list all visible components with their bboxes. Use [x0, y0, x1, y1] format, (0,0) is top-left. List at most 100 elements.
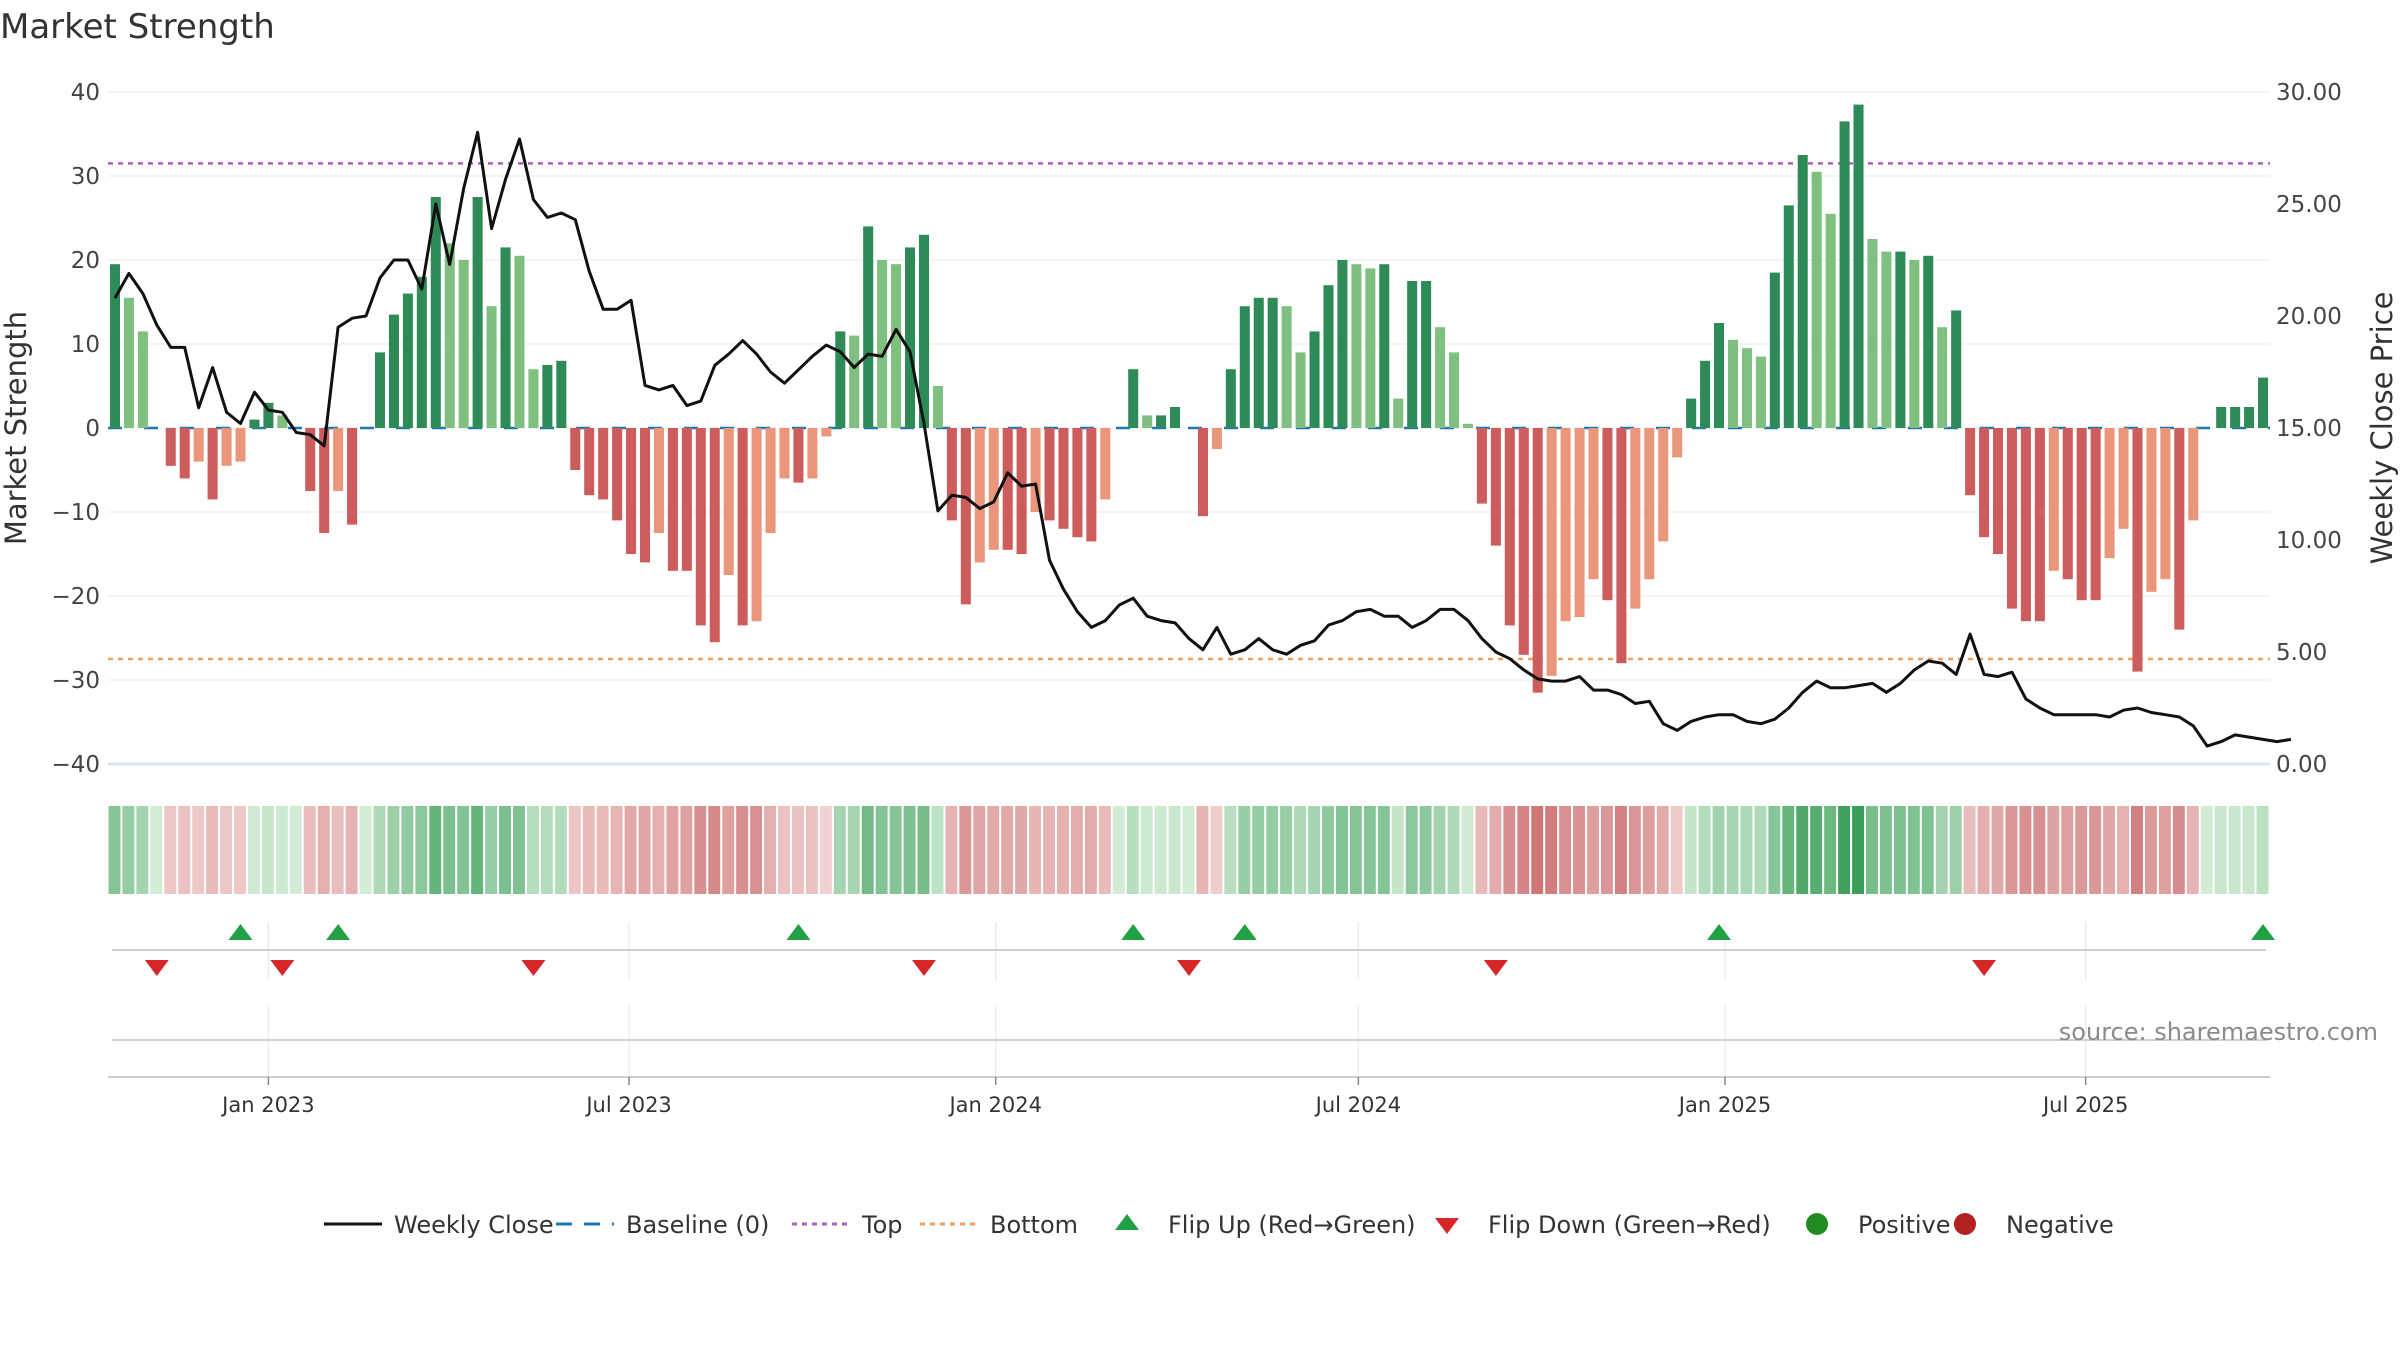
strength-bar: [1965, 428, 1976, 496]
strength-bar: [1574, 428, 1585, 617]
heat-cell: [2228, 806, 2241, 894]
strength-bar: [1086, 428, 1097, 542]
heat-cell: [387, 806, 400, 894]
heat-cell: [819, 806, 832, 894]
legend-item: Baseline (0): [556, 1211, 769, 1239]
strength-bar: [570, 428, 581, 470]
heat-cell: [861, 806, 874, 894]
strength-bar: [1476, 428, 1487, 504]
strength-bar: [2076, 428, 2087, 601]
strength-bar: [1672, 428, 1683, 458]
strength-bar: [1839, 121, 1850, 429]
strength-bar: [1030, 428, 1041, 512]
heat-cell: [1600, 806, 1613, 894]
heat-cell: [2061, 806, 2074, 894]
strength-bar: [1797, 155, 1808, 428]
strength-bar: [1783, 205, 1794, 428]
heat-cell: [1754, 806, 1767, 894]
strength-bar: [918, 234, 930, 428]
strength-bar: [1211, 428, 1222, 449]
y-left-tick-label: 40: [71, 80, 100, 106]
heat-cell: [931, 806, 944, 894]
strength-bar: [863, 226, 874, 428]
strength-bar: [1267, 297, 1278, 428]
heat-cell: [1322, 806, 1334, 894]
strength-bar: [1937, 327, 1948, 428]
strength-bar: [612, 428, 623, 521]
strength-bar: [2244, 407, 2255, 428]
strength-bar: [1448, 352, 1460, 428]
heat-cell: [1001, 806, 1014, 894]
flip-down-marker: [521, 960, 546, 976]
heat-cell: [178, 806, 191, 894]
heat-cell: [247, 806, 260, 894]
heat-cell: [2131, 806, 2143, 894]
heat-cell: [666, 806, 679, 894]
strength-bar: [946, 428, 957, 521]
strength-bar: [1825, 213, 1836, 428]
heat-cell: [1238, 806, 1251, 894]
strength-bar: [528, 369, 539, 428]
heat-cell: [1628, 806, 1641, 894]
weekly-close-line: [113, 130, 2292, 748]
heat-cell: [1517, 806, 1530, 894]
heat-cell: [2256, 806, 2269, 894]
strength-bar: [416, 276, 427, 428]
strength-bar: [1309, 331, 1320, 428]
strength-bar: [681, 428, 692, 571]
x-tick-label: Jan 2025: [1677, 1093, 1772, 1117]
heat-cell: [694, 806, 707, 894]
strength-bar: [542, 365, 553, 428]
strength-bar: [765, 428, 776, 533]
heat-cell: [1461, 806, 1474, 894]
strength-bar: [1393, 398, 1404, 428]
heat-cell: [1921, 806, 1934, 894]
strength-bar: [891, 264, 902, 428]
strength-bar: [1769, 272, 1780, 428]
strength-bar: [1225, 369, 1236, 428]
y-left-tick-label: 0: [85, 416, 100, 442]
heat-cell: [108, 806, 121, 894]
heat-cell: [889, 806, 902, 894]
flip-up-marker: [1707, 924, 1732, 940]
strength-bar: [1658, 428, 1669, 542]
heat-cell: [917, 806, 930, 894]
heat-cell: [596, 806, 609, 894]
strength-bar: [1588, 428, 1599, 580]
strength-bar: [1686, 398, 1697, 428]
flip-down-marker: [144, 960, 169, 976]
chart-title: Market Strength: [0, 7, 275, 47]
strength-bar: [1058, 428, 1069, 529]
heat-cell: [220, 806, 233, 894]
strength-bar: [458, 260, 469, 428]
heat-cell: [1224, 806, 1237, 894]
heat-cell: [2242, 806, 2255, 894]
heat-cell: [1935, 806, 1948, 894]
strength-bar: [1253, 297, 1264, 428]
heat-cell: [331, 806, 344, 894]
strength-bar: [779, 428, 790, 479]
heat-cell: [833, 806, 846, 894]
strength-bar: [1853, 104, 1864, 428]
heat-cell: [1824, 806, 1837, 894]
heat-cell: [1475, 806, 1488, 894]
heat-cell: [1573, 806, 1586, 894]
heat-cell: [136, 806, 149, 894]
heat-cell: [1907, 806, 1920, 894]
legend-label: Top: [861, 1211, 903, 1239]
strength-bar: [905, 247, 916, 428]
heat-cell: [1656, 806, 1669, 894]
heat-cell: [1447, 806, 1460, 894]
heat-cell: [1140, 806, 1153, 894]
strength-bar: [2020, 428, 2031, 622]
strength-bar: [1504, 428, 1515, 626]
strength-bar: [1630, 428, 1641, 609]
heat-cell: [1043, 806, 1055, 894]
heat-cell: [317, 806, 330, 894]
flip-up-marker: [326, 924, 351, 940]
strength-bar: [1909, 260, 1920, 428]
heat-cell: [2144, 806, 2157, 894]
heat-cell: [1349, 806, 1362, 894]
strength-bar: [1546, 428, 1557, 676]
heat-cell: [122, 806, 135, 894]
